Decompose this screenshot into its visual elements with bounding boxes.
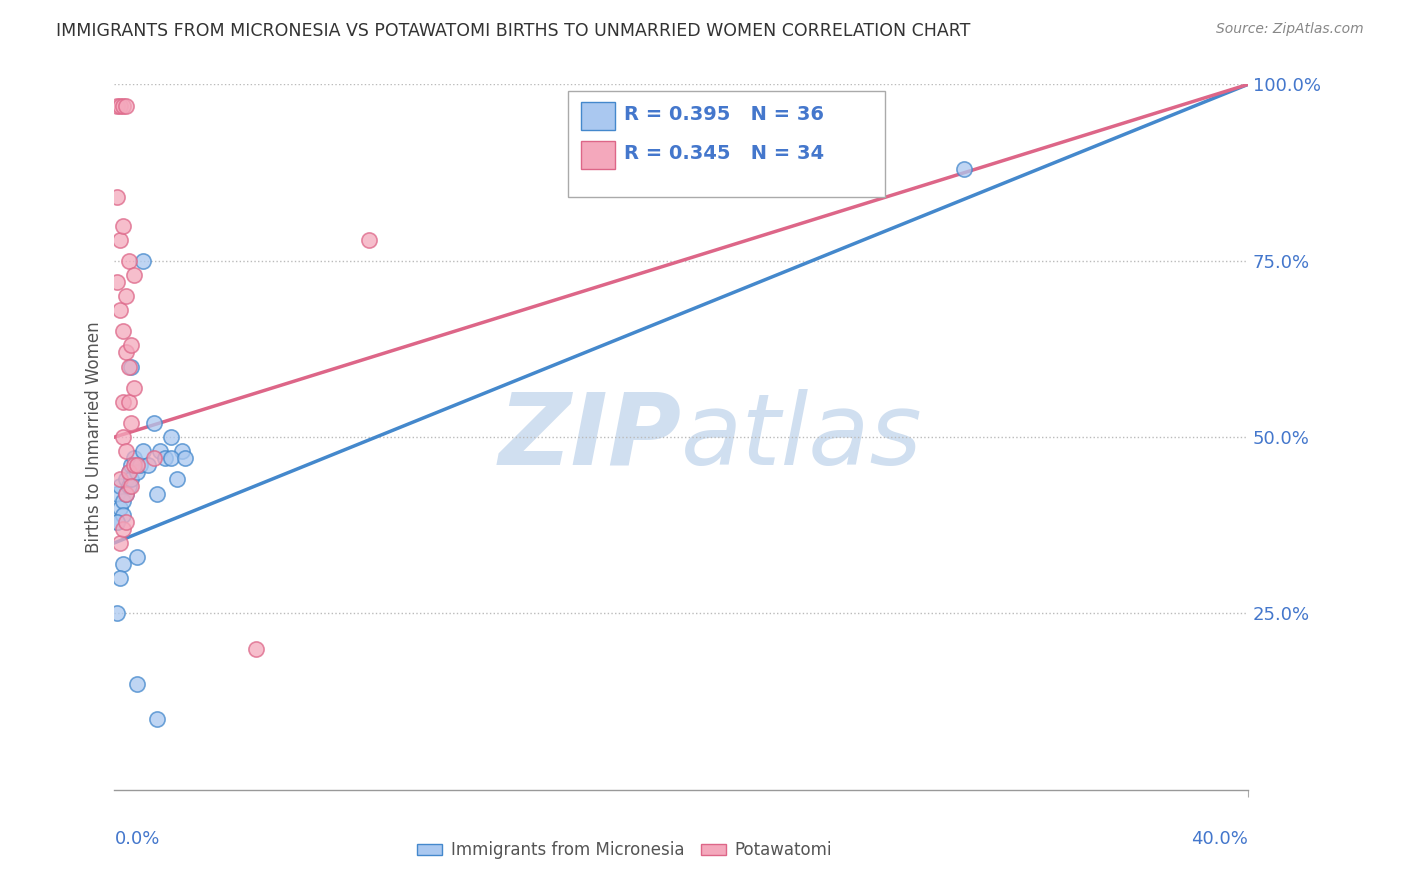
Point (117, 466, 139, 480)
Point (129, 458, 152, 473)
Point (108, 303, 131, 318)
Point (120, 416, 142, 430)
Text: Source: ZipAtlas.com: Source: ZipAtlas.com (1216, 22, 1364, 37)
Point (120, 338, 142, 352)
Point (245, 641, 267, 656)
Point (108, 479, 131, 493)
Bar (582, 102, 616, 130)
Text: 40.0%: 40.0% (1191, 830, 1249, 848)
Point (122, 458, 145, 473)
Point (114, 515, 136, 529)
Point (111, 219, 134, 233)
Point (125, 549, 148, 564)
Point (114, 486, 136, 500)
Point (120, 458, 142, 473)
Text: ZIP: ZIP (498, 389, 681, 485)
Point (120, 359, 142, 374)
Text: R = 0.395   N = 36: R = 0.395 N = 36 (624, 105, 824, 124)
Point (143, 416, 166, 430)
Bar (582, 141, 616, 169)
Point (105, 275, 128, 289)
Point (125, 458, 148, 473)
Point (111, 324, 134, 338)
Point (108, 472, 131, 486)
Point (122, 268, 145, 282)
Point (108, 98, 131, 112)
Point (114, 345, 136, 359)
Point (111, 508, 134, 522)
Point (146, 712, 169, 726)
Point (174, 451, 197, 466)
Point (114, 444, 136, 458)
Point (105, 515, 128, 529)
Text: atlas: atlas (681, 389, 922, 485)
Point (117, 253, 139, 268)
Point (108, 536, 131, 550)
Text: 0.0%: 0.0% (114, 830, 160, 848)
Text: IMMIGRANTS FROM MICRONESIA VS POTAWATOMI BIRTHS TO UNMARRIED WOMEN CORRELATION C: IMMIGRANTS FROM MICRONESIA VS POTAWATOMI… (56, 22, 970, 40)
Point (108, 571, 131, 585)
Point (149, 444, 172, 458)
Point (111, 430, 134, 444)
Point (111, 493, 134, 508)
Point (114, 98, 136, 112)
Point (105, 607, 128, 621)
Point (111, 522, 134, 536)
Point (114, 486, 136, 500)
Point (108, 233, 131, 247)
Point (117, 479, 139, 493)
Point (143, 451, 166, 466)
FancyBboxPatch shape (568, 92, 886, 197)
Point (155, 451, 177, 466)
Point (160, 430, 183, 444)
Legend: Immigrants from Micronesia, Potawatomi: Immigrants from Micronesia, Potawatomi (411, 835, 838, 866)
Point (146, 486, 169, 500)
Point (105, 190, 128, 204)
Point (111, 394, 134, 409)
Point (120, 472, 142, 486)
Point (114, 289, 136, 303)
Point (120, 479, 142, 493)
Point (172, 444, 194, 458)
Point (105, 486, 128, 500)
Point (111, 557, 134, 571)
Point (125, 677, 148, 691)
Point (122, 451, 145, 466)
Point (105, 515, 128, 529)
Point (166, 472, 188, 486)
Point (125, 466, 148, 480)
Point (117, 394, 139, 409)
Point (132, 444, 155, 458)
Point (111, 98, 134, 112)
Point (132, 253, 155, 268)
Point (114, 472, 136, 486)
Point (105, 98, 128, 112)
Point (953, 162, 976, 177)
Point (108, 500, 131, 515)
Point (122, 381, 145, 395)
Point (160, 451, 183, 466)
Point (117, 359, 139, 374)
Y-axis label: Births to Unmarried Women: Births to Unmarried Women (86, 321, 103, 553)
Point (359, 233, 381, 247)
Point (138, 458, 160, 473)
Point (117, 466, 139, 480)
Text: R = 0.345   N = 34: R = 0.345 N = 34 (624, 145, 824, 163)
